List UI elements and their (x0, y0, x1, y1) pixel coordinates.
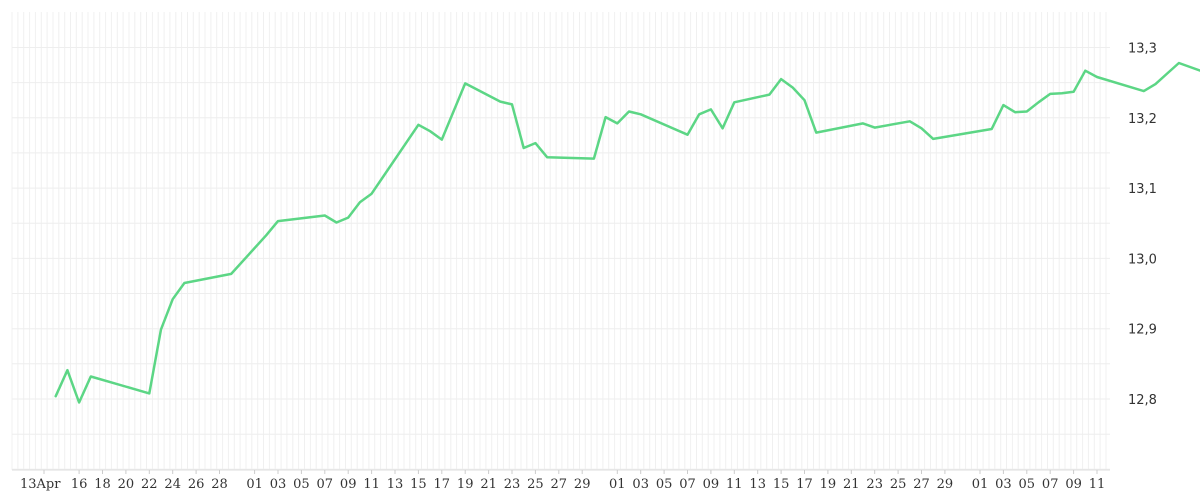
x-tick-label: 28 (211, 477, 228, 492)
x-tick-label: 27 (551, 477, 568, 492)
x-tick-label: 15 (410, 477, 427, 492)
x-tick-label: 05 (293, 477, 310, 492)
x-tick-label: 21 (480, 477, 497, 492)
x-tick-label: 25 (527, 477, 544, 492)
x-tick-label: 17 (434, 477, 451, 492)
x-tick-label: 09 (1065, 477, 1082, 492)
x-tick-label: 18 (94, 477, 111, 492)
y-tick-label: 13,1 (1128, 182, 1157, 197)
x-tick-label: 21 (843, 477, 860, 492)
x-tick-label: 01 (609, 477, 626, 492)
x-tick-label: 11 (726, 477, 743, 492)
series (54, 61, 1200, 404)
x-tick-label: 27 (913, 477, 930, 492)
x-tick-label: 19 (820, 477, 837, 492)
x-tick-label: 17 (796, 477, 813, 492)
x-tick-label: 20 (118, 477, 135, 492)
y-tick-labels: 12,8 12,9 13,0 13,1 13,2 13,3 (1128, 42, 1157, 409)
x-tick-label: 05 (656, 477, 673, 492)
x-tick-label: 29 (937, 477, 954, 492)
x-tick-label: 09 (340, 477, 357, 492)
y-tick-label: 13,0 (1128, 252, 1157, 267)
x-tick-label: 09 (703, 477, 720, 492)
x-tick-label: 15 (773, 477, 790, 492)
x-tick-label: 24 (164, 477, 181, 492)
x-tick-label: 03 (632, 477, 649, 492)
x-tick-label: 05 (1019, 477, 1036, 492)
x-tick-label: 01 (972, 477, 989, 492)
y-tick-label: 13,3 (1128, 42, 1157, 57)
x-tick-label: 01 (246, 477, 263, 492)
x-tick-label: 03 (270, 477, 287, 492)
x-tick-label: 23 (866, 477, 883, 492)
y-tick-label: 13,2 (1128, 112, 1157, 127)
x-tick-label: 26 (188, 477, 205, 492)
series-line (54, 61, 1200, 404)
x-tick-label: 13 (387, 477, 404, 492)
x-tick-label: 03 (995, 477, 1012, 492)
x-tick-label: 22 (141, 477, 158, 492)
x-tick-label: 13 (749, 477, 766, 492)
x-tick-label: 25 (890, 477, 907, 492)
x-tick-label: 07 (679, 477, 696, 492)
x-tick-label: 07 (317, 477, 334, 492)
x-tick-label: 29 (574, 477, 591, 492)
x-tick-labels: 13Apr 16 18 20 22 24 26 28 01 03 05 07 09 11 13 15 17 19 2… (20, 470, 1105, 492)
x-tick-label: 11 (363, 477, 380, 492)
x-tick-label: 11 (1089, 477, 1106, 492)
x-tick-label: 13Apr (20, 477, 61, 492)
y-tick-label: 12,9 (1128, 323, 1157, 338)
x-tick-label: 19 (457, 477, 474, 492)
x-tick-label: 23 (504, 477, 521, 492)
x-tick-label: 16 (71, 477, 88, 492)
x-tick-label: 07 (1042, 477, 1059, 492)
y-tick-label: 12,8 (1128, 393, 1157, 408)
grid (11, 12, 1110, 470)
